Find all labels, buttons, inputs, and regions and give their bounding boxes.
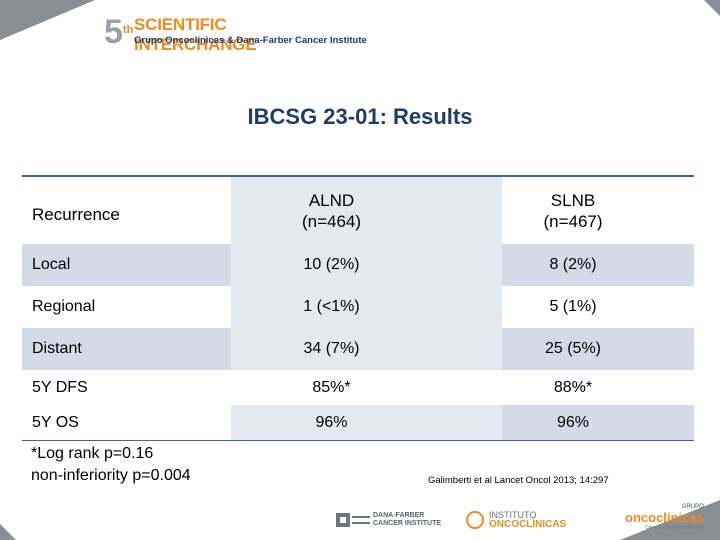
footnote-log-rank: *Log rank p=0.16	[31, 445, 154, 462]
table-header-row: Recurrence ALND (n=464) SLNB (n=467)	[22, 175, 694, 244]
grupo-tagline: Ciência e Paixão pela vida	[644, 525, 704, 531]
table-row: 5Y DFS 85%* 88%*	[22, 370, 694, 405]
slnb-cell: 96%	[502, 405, 694, 441]
slnb-cell: 5 (1%)	[549, 298, 597, 315]
corner-decoration-top-right	[704, 0, 720, 16]
table-row: Distant 34 (7%) 25 (5%)	[22, 328, 694, 370]
corner-decoration-bottom-left	[0, 524, 16, 540]
alnd-cell: 34 (7%)	[231, 328, 502, 370]
table-row: Regional 1 (<1%) 5 (1%)	[22, 286, 694, 328]
slnb-cell: 25 (5%)	[502, 328, 694, 370]
dana-farber-logo: DANA-FARBER CANCER INSTITUTE	[336, 510, 441, 530]
slnb-cell: 8 (2%)	[502, 244, 694, 286]
logo-edition-number: 5th	[104, 13, 134, 51]
dana-farber-icon	[336, 513, 370, 527]
table-row: 5Y OS 96% 96%	[22, 405, 694, 441]
logo-title: SCIENTIFIC INTERCHANGE	[134, 15, 257, 54]
row-label: 5Y OS	[22, 405, 231, 441]
footnote-non-inferiority: non-inferiority p=0.004	[31, 467, 191, 484]
alnd-cell: 1 (<1%)	[231, 286, 502, 328]
row-label: 5Y DFS	[32, 378, 88, 396]
statistics-footnote: *Log rank p=0.16 non-inferiority p=0.004	[31, 443, 191, 487]
alnd-cell: 96%	[231, 405, 502, 441]
header-slnb: SLNB (n=467)	[502, 175, 694, 244]
slnb-cell: 88%*	[553, 378, 593, 396]
row-label: Distant	[22, 328, 231, 370]
table-row: Local 10 (2%) 8 (2%)	[22, 244, 694, 286]
header-alnd: ALND (n=464)	[231, 175, 502, 244]
oncoclinicas-circle-icon	[466, 511, 484, 529]
grupo-name: oncoclínicas	[625, 510, 704, 525]
row-label: Regional	[32, 298, 96, 315]
dana-farber-text: DANA-FARBER CANCER INSTITUTE	[373, 512, 442, 527]
alnd-cell: 85%*	[312, 378, 351, 396]
corner-decoration-top-left	[0, 0, 95, 40]
alnd-cell: 10 (2%)	[231, 244, 502, 286]
grupo-label: GRUPO	[681, 504, 704, 510]
citation: Galimberti et al Lancet Oncol 2013; 14:2…	[428, 475, 609, 486]
conference-logo: 5th SCIENTIFIC INTERCHANGE Grupo Oncoclí…	[104, 13, 367, 54]
results-table: Recurrence ALND (n=464) SLNB (n=467) Local…	[22, 175, 694, 441]
grupo-oncoclinicas-logo: GRUPO oncoclínicas Ciência e Paixão pela…	[625, 504, 704, 534]
row-label: Local	[22, 244, 231, 286]
header-recurrence: Recurrence	[22, 175, 231, 244]
oncoclinicas-text: INSTITUTO ONCOCLÍNICAS	[489, 510, 567, 530]
slide-title: IBCSG 23-01: Results	[247, 104, 473, 129]
instituto-oncoclinicas-logo: INSTITUTO ONCOCLÍNICAS	[466, 510, 566, 530]
logo-subtitle: Grupo Oncoclínicas & Dana-Farber Cancer …	[134, 35, 367, 46]
